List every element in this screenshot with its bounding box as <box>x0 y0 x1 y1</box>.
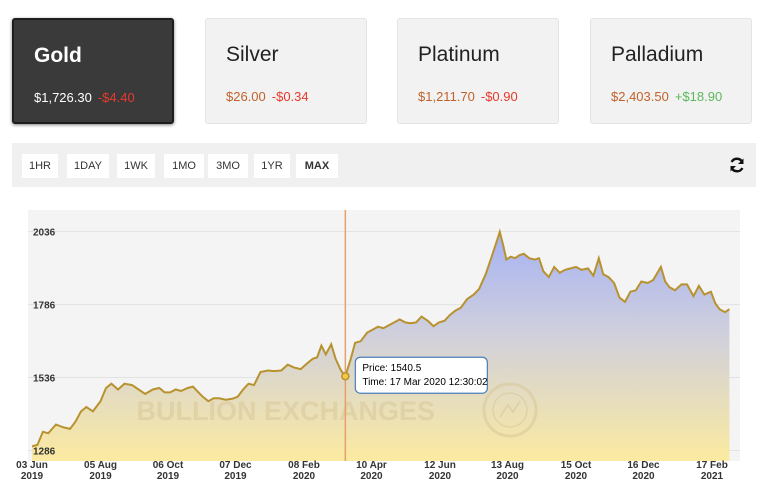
metal-card-palladium[interactable]: Palladium $2,403.50 +$18.90 <box>590 18 752 124</box>
range-button-1day[interactable]: 1DAY <box>67 154 109 178</box>
y-tick-label: 2036 <box>33 228 56 239</box>
x-tick-label: 08 Feb 2020 <box>288 460 320 482</box>
metal-price-row: $2,403.50 +$18.90 <box>611 89 722 104</box>
range-button-1wk[interactable]: 1WK <box>117 154 155 178</box>
x-tick-label: 03 Jun 2019 <box>16 460 48 482</box>
metal-change: +$18.90 <box>674 89 723 104</box>
logo-chart-glyph <box>499 400 521 418</box>
tooltip: Price: 1540.5 Time: 17 Mar 2020 12:30:02 <box>354 356 488 394</box>
price-chart[interactable]: BULLION EXCHANGES Price: 1540.5 Time: 17… <box>0 205 768 492</box>
refresh-icon[interactable] <box>728 156 746 174</box>
x-tick-label: 05 Aug 2019 <box>84 460 117 482</box>
range-toolbar: 1HR 1DAY 1WK 1MO 3MO 1YR MAX <box>12 143 756 187</box>
metal-change: -$4.40 <box>97 90 135 105</box>
y-tick-label: 1786 <box>33 301 56 312</box>
logo-seal-inner <box>492 392 528 428</box>
metal-name: Palladium <box>611 43 704 66</box>
range-button-1hr[interactable]: 1HR <box>22 154 58 178</box>
metal-price-row: $1,211.70 -$0.90 <box>418 89 518 104</box>
tooltip-price: Price: 1540.5 <box>362 363 421 374</box>
metal-price: $1,726.30 <box>34 90 92 105</box>
x-tick-label: 17 Feb 2021 <box>696 460 728 482</box>
hover-point-marker <box>341 371 350 381</box>
y-tick-label: 1536 <box>33 374 56 385</box>
x-tick-label: 06 Oct 2019 <box>153 460 184 482</box>
metal-price-row: $1,726.30 -$4.40 <box>34 90 135 105</box>
x-tick-label: 10 Apr 2020 <box>356 460 387 482</box>
metal-name: Platinum <box>418 43 500 66</box>
metal-name: Silver <box>226 43 279 66</box>
y-axis: 1286 1536 1786 2036 <box>33 228 56 458</box>
x-tick-label: 16 Dec 2020 <box>627 460 660 482</box>
logo-seal-icon <box>482 382 538 438</box>
metal-card-silver[interactable]: Silver $26.00 -$0.34 <box>205 18 367 124</box>
price-area <box>32 231 730 461</box>
metal-price: $1,211.70 <box>418 89 475 104</box>
metal-change: -$0.34 <box>271 89 309 104</box>
metal-price-row: $26.00 -$0.34 <box>226 89 309 104</box>
tooltip-box <box>354 356 488 394</box>
x-tick-label: 07 Dec 2019 <box>219 460 252 482</box>
metal-price: $26.00 <box>226 89 266 104</box>
range-button-max[interactable]: MAX <box>296 154 338 178</box>
metal-price: $2,403.50 <box>611 89 669 104</box>
price-line <box>31 228 730 448</box>
range-button-1mo[interactable]: 1MO <box>164 154 204 178</box>
metal-card-gold[interactable]: Gold $1,726.30 -$4.40 <box>12 18 174 124</box>
range-button-3mo[interactable]: 3MO <box>208 154 248 178</box>
metal-name: Gold <box>34 44 82 67</box>
watermark-text: BULLION EXCHANGES <box>136 396 435 426</box>
watermark: BULLION EXCHANGES <box>136 382 538 438</box>
metal-change: -$0.90 <box>480 89 518 104</box>
x-tick-label: 12 Jun 2020 <box>424 460 456 482</box>
tooltip-time: Time: 17 Mar 2020 12:30:02 <box>362 377 488 388</box>
range-button-1yr[interactable]: 1YR <box>254 154 290 178</box>
metal-card-platinum[interactable]: Platinum $1,211.70 -$0.90 <box>397 18 559 124</box>
x-tick-label: 15 Oct 2020 <box>561 460 592 482</box>
x-tick-label: 13 Aug 2020 <box>491 460 524 482</box>
x-axis: 03 Jun 2019 05 Aug 2019 06 Oct 2019 07 Dec 2019… <box>16 460 728 482</box>
y-tick-label: 1286 <box>33 446 56 457</box>
